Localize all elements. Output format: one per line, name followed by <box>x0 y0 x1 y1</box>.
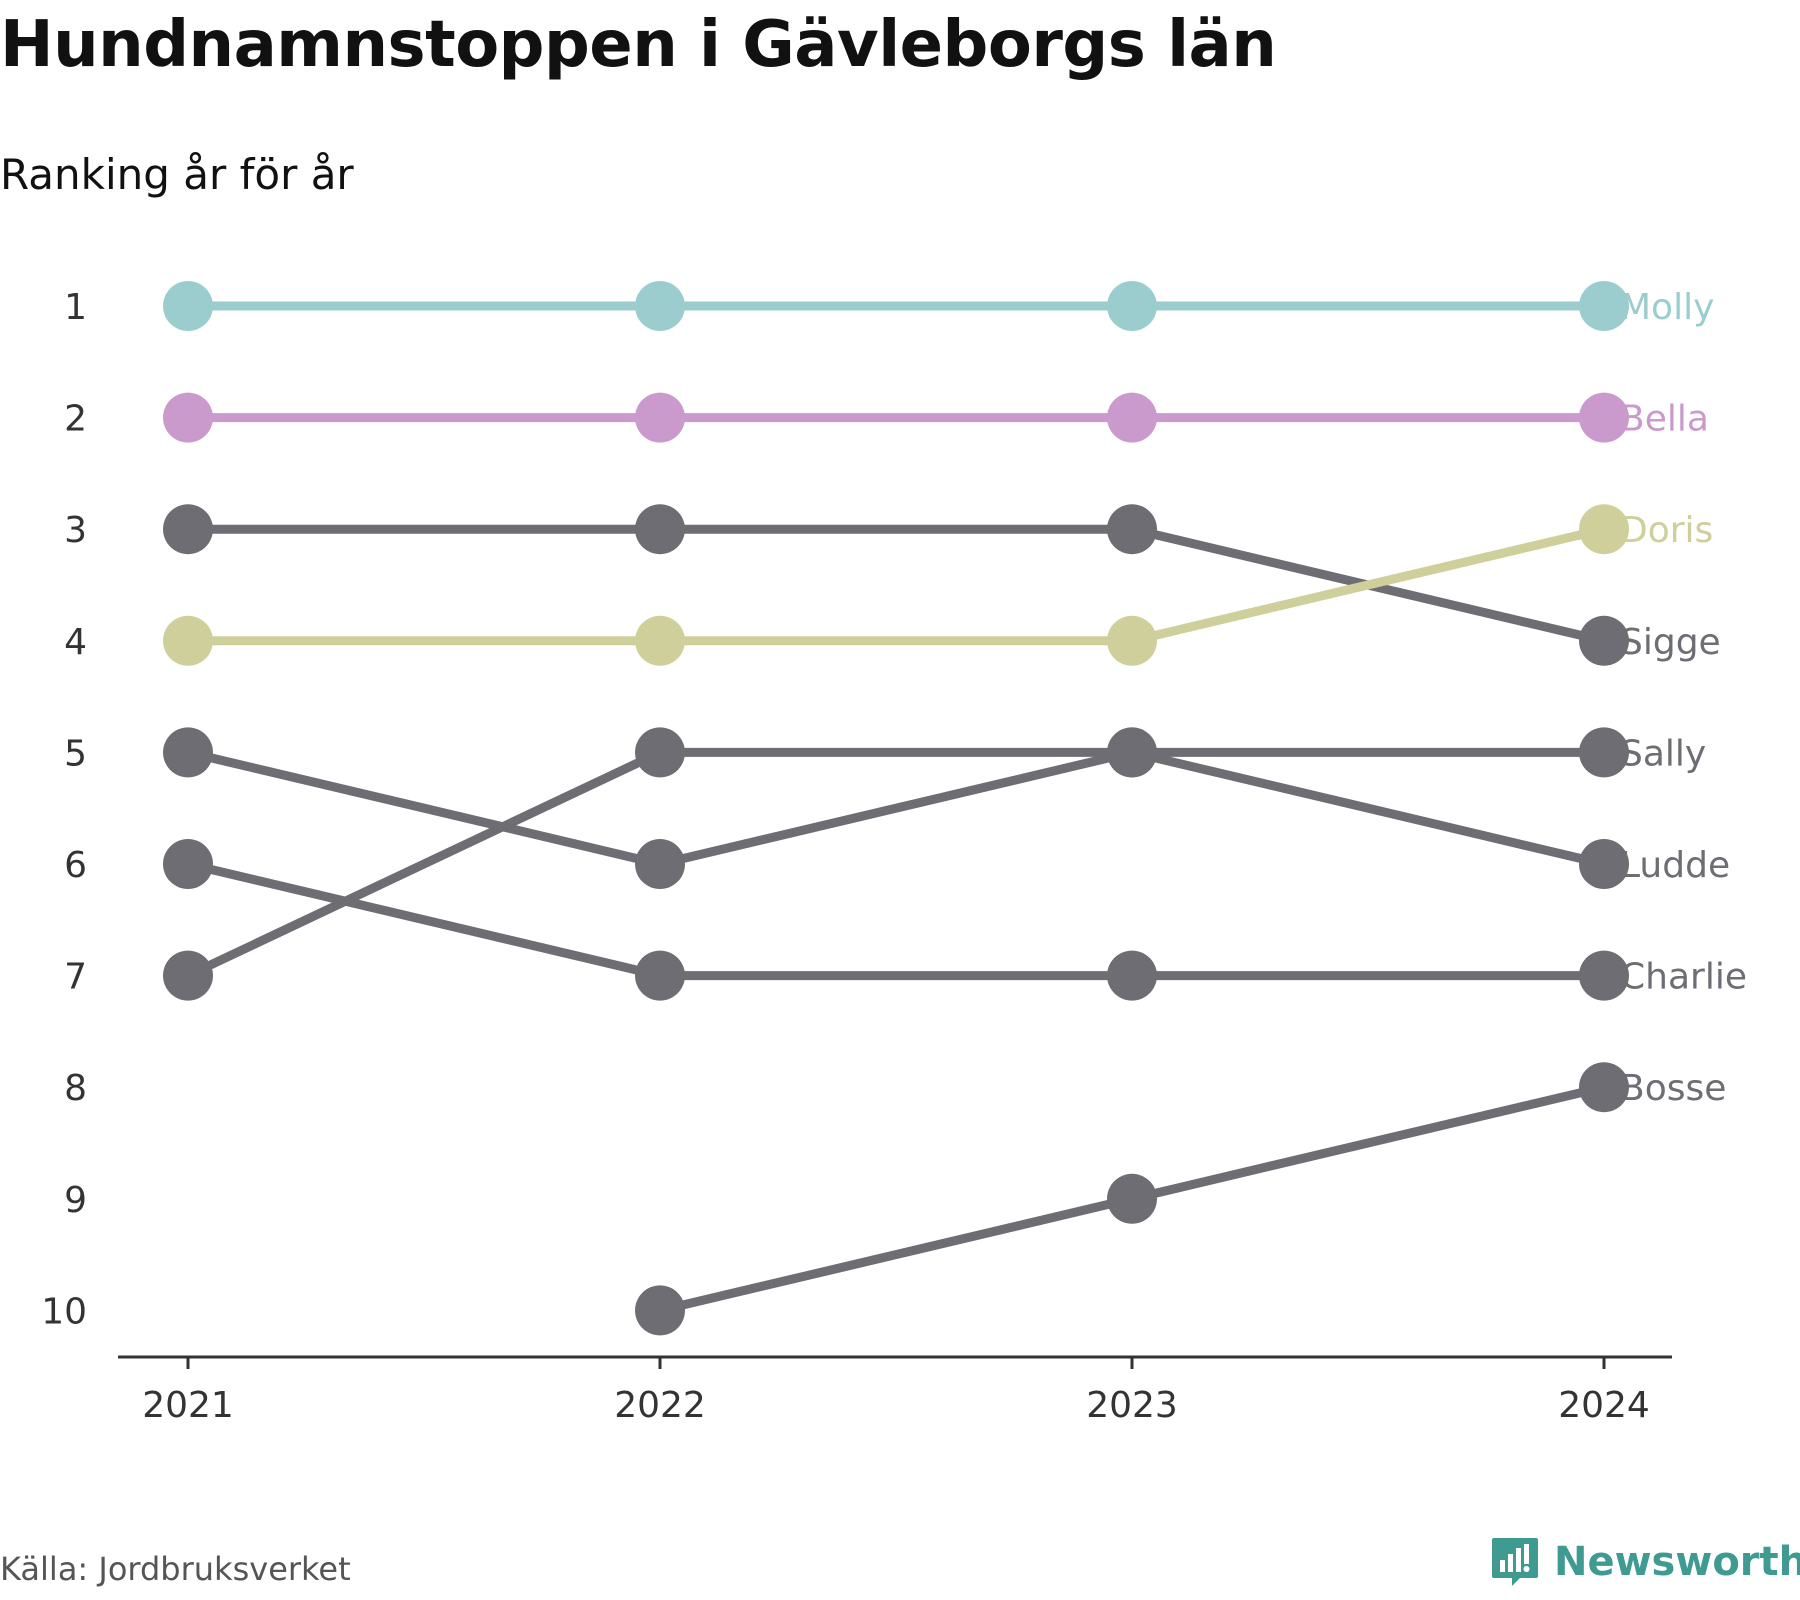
y-tick-label: 6 <box>64 845 87 886</box>
data-point <box>163 839 213 889</box>
y-tick-label: 9 <box>64 1180 87 1221</box>
y-tick-label: 10 <box>41 1291 87 1332</box>
data-point <box>1579 1062 1629 1113</box>
series-label: Ludde <box>1620 845 1730 886</box>
brand: Newsworthy <box>1490 1536 1800 1588</box>
data-point <box>635 727 685 778</box>
data-point <box>1107 615 1157 666</box>
series-line-segment <box>183 747 665 869</box>
data-point <box>1107 392 1157 443</box>
x-tick-label: 2022 <box>614 1385 706 1426</box>
data-point <box>635 1285 685 1336</box>
data-point <box>163 615 213 666</box>
data-point <box>1579 839 1629 889</box>
data-point <box>1579 615 1629 666</box>
series-line-segment <box>1127 524 1609 646</box>
data-point <box>163 727 213 778</box>
data-point <box>635 839 685 889</box>
series-line-segment <box>1127 747 1609 869</box>
x-tick-label: 2024 <box>1558 1385 1650 1426</box>
data-point <box>163 281 213 331</box>
data-point <box>163 504 213 555</box>
data-point <box>163 950 213 1001</box>
data-point <box>635 950 685 1001</box>
data-point <box>635 615 685 666</box>
series-label: Sally <box>1620 733 1706 774</box>
series-label: Bella <box>1620 399 1709 440</box>
chart-subtitle: Ranking år för år <box>0 150 354 199</box>
series-label: Sigge <box>1620 622 1721 663</box>
data-point <box>1107 281 1157 331</box>
x-tick-label: 2021 <box>142 1385 234 1426</box>
brand-name: Newsworthy <box>1554 1539 1800 1585</box>
series-line-segment <box>183 747 665 981</box>
y-tick-label: 5 <box>64 733 87 774</box>
data-point <box>163 392 213 443</box>
data-point <box>635 504 685 555</box>
data-point <box>1107 727 1157 778</box>
data-point <box>635 281 685 331</box>
y-tick-label: 1 <box>64 287 87 328</box>
y-tick-label: 3 <box>64 510 87 551</box>
y-tick-label: 8 <box>64 1068 87 1109</box>
data-point <box>1579 727 1629 778</box>
data-point <box>1107 950 1157 1001</box>
data-point <box>1579 950 1629 1001</box>
series-line-segment <box>183 859 665 981</box>
data-point <box>1579 281 1629 331</box>
data-point <box>1107 1173 1157 1224</box>
newsworthy-logo-icon <box>1492 1538 1538 1586</box>
data-point <box>635 392 685 443</box>
bump-chart: 1 2 3 4 5 6 7 8 9 10 2021 2022 2023 2024 Molly Bella Dor… <box>41 281 1747 1426</box>
data-point <box>1579 504 1629 555</box>
data-point <box>1579 392 1629 443</box>
series-label: Bosse <box>1620 1068 1726 1109</box>
series-line-segment <box>655 747 1137 869</box>
source-note: Källa: Jordbruksverket <box>0 1550 351 1588</box>
series-line-segment <box>655 1194 1137 1315</box>
x-tick-label: 2023 <box>1086 1385 1178 1426</box>
y-tick-label: 7 <box>64 957 87 998</box>
y-tick-label: 2 <box>64 399 87 440</box>
y-tick-label: 4 <box>64 622 87 663</box>
series-label: Charlie <box>1620 957 1747 998</box>
series-line-segment <box>1127 1082 1609 1204</box>
series-label: Doris <box>1620 510 1713 551</box>
series-label: Molly <box>1620 287 1714 328</box>
data-point <box>1107 504 1157 555</box>
chart-title: Hundnamnstoppen i Gävleborgs län <box>0 8 1277 82</box>
